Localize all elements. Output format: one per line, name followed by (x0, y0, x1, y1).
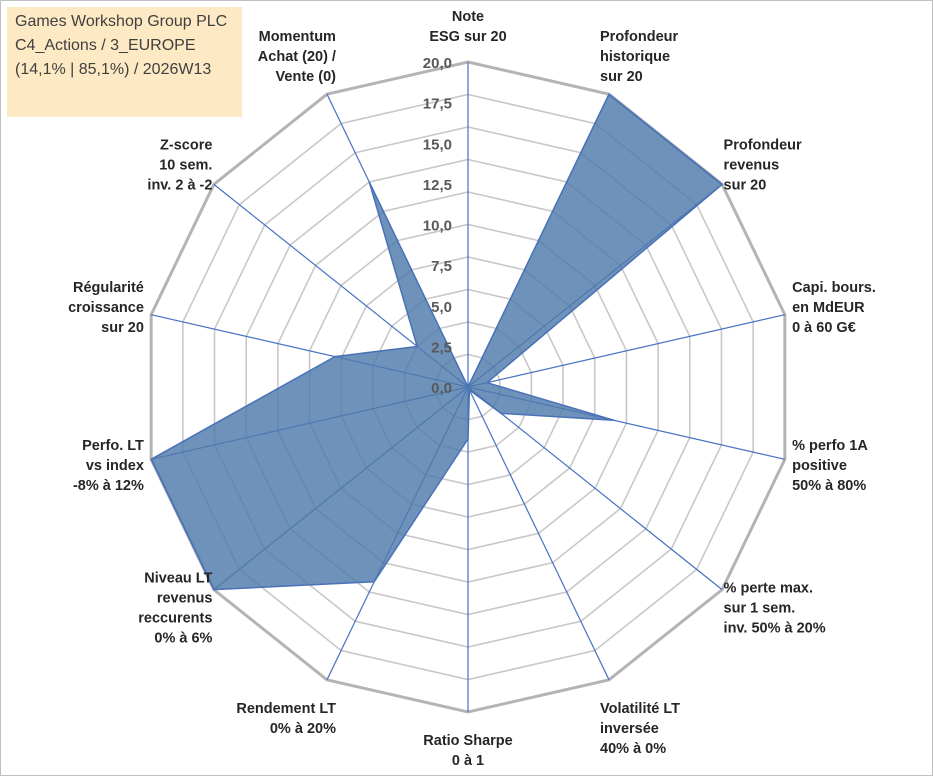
axis-label-line: Niveau LT (144, 570, 212, 586)
axis-label-line: Perfo. LT (82, 438, 144, 454)
axis-label-line: historique (600, 49, 670, 65)
axis-label-7: Ratio Sharpe 0 à 1 (423, 733, 512, 769)
data-area (150, 93, 723, 591)
axis-label-4: % perfo 1A positive 50% à 80% (792, 438, 868, 494)
axis-label-line: 0 à 1 (452, 753, 484, 769)
axis-label-line: en MdEUR (792, 300, 865, 316)
axis-label-13: Momentum Achat (20) / Vente (0) (258, 29, 336, 85)
axis-label-8: Rendement LT 0% à 20% (236, 701, 336, 737)
axis-label-line: revenus (157, 590, 213, 606)
axis-label-10: Perfo. LT vs index -8% à 12% (73, 438, 144, 494)
tick-label: 20,0 (423, 55, 452, 72)
tick-label-layer: 0,0 2,5 5,0 7,5 10,0 12,5 15,0 17,5 20,0 (423, 55, 452, 397)
axis-label-line: % perte max. (724, 580, 813, 596)
axis-label-2: Profondeur revenus sur 20 (724, 138, 802, 194)
axis-label-line: 50% à 80% (792, 478, 866, 494)
axis-label-line: inv. 50% à 20% (724, 620, 826, 636)
axis-label-3: Capi. bours. en MdEUR 0 à 60 G€ (792, 280, 876, 336)
tick-label: 10,0 (423, 218, 452, 235)
axis-label-line: 0 à 60 G€ (792, 320, 856, 336)
axis-label-line: reccurents (138, 610, 212, 626)
axis-label-line: Z-score (160, 138, 212, 154)
axis-label-11: Régularité croissance sur 20 (68, 280, 144, 336)
axis-label-line: % perfo 1A (792, 438, 868, 454)
axis-label-line: inversée (600, 721, 659, 737)
axis-label-line: vs index (86, 458, 144, 474)
axis-label-line: Note (452, 9, 484, 25)
axis-label-5: % perte max. sur 1 sem. inv. 50% à 20% (724, 580, 826, 636)
axis-label-line: 40% à 0% (600, 741, 666, 757)
tick-label: 2,5 (431, 339, 452, 356)
axis-label-line: 10 sem. (159, 158, 212, 174)
tick-label: 7,5 (431, 258, 452, 275)
tick-label: 15,0 (423, 136, 452, 153)
axis-label-6: Volatilité LT inversée 40% à 0% (600, 701, 680, 757)
tick-label: 0,0 (431, 380, 452, 397)
axis-label-line: croissance (68, 300, 144, 316)
axis-label-line: ESG sur 20 (429, 29, 506, 45)
axis-label-line: 0% à 20% (270, 721, 336, 737)
axis-label-line: Régularité (73, 280, 144, 296)
series-layer (150, 93, 723, 591)
axis-label-line: inv. 2 à -2 (147, 178, 212, 194)
axis-label-line: -8% à 12% (73, 478, 144, 494)
axis-label-9: Niveau LT revenus reccurents 0% à 6% (138, 570, 212, 646)
axis-label-1: Profondeur historique sur 20 (600, 29, 678, 85)
axis-label-0: Note ESG sur 20 (429, 9, 506, 45)
axis-label-line: Volatilité LT (600, 701, 680, 717)
axis-label-line: Achat (20) / (258, 49, 336, 65)
chart-title-box: Games Workshop Group PLC C4_Actions / 3_… (7, 7, 242, 117)
axis-label-line: sur 1 sem. (724, 600, 796, 616)
axis-label-line: Capi. bours. (792, 280, 876, 296)
axis-label-line: revenus (724, 158, 780, 174)
axis-label-line: sur 20 (724, 178, 767, 194)
axis-label-line: Profondeur (600, 29, 678, 45)
axis-spoke-3 (467, 314, 785, 388)
axis-label-line: Momentum (259, 29, 336, 45)
axis-label-line: Vente (0) (276, 69, 337, 85)
axis-label-line: 0% à 6% (154, 630, 212, 646)
axis-label-line: Profondeur (724, 138, 802, 154)
axis-spoke-6 (467, 386, 610, 681)
axis-label-line: sur 20 (600, 69, 643, 85)
chart-title-line-1: Games Workshop Group PLC (15, 13, 228, 30)
chart-title-line-3: (14,1% | 85,1%) / 2026W13 (15, 61, 212, 78)
tick-label: 12,5 (423, 177, 452, 194)
tick-label: 5,0 (431, 299, 452, 316)
axis-label-12: Z-score 10 sem. inv. 2 à -2 (147, 138, 212, 194)
axis-label-layer: Note ESG sur 20 Profondeur historique sur 20… (68, 9, 876, 769)
axis-label-line: Ratio Sharpe (423, 733, 512, 749)
axis-label-line: positive (792, 458, 847, 474)
tick-label: 17,5 (423, 96, 452, 113)
axis-label-line: Rendement LT (236, 701, 336, 717)
chart-title-line-2: C4_Actions / 3_EUROPE (15, 37, 196, 54)
axis-spoke-5 (467, 386, 723, 591)
axis-label-line: sur 20 (101, 320, 144, 336)
